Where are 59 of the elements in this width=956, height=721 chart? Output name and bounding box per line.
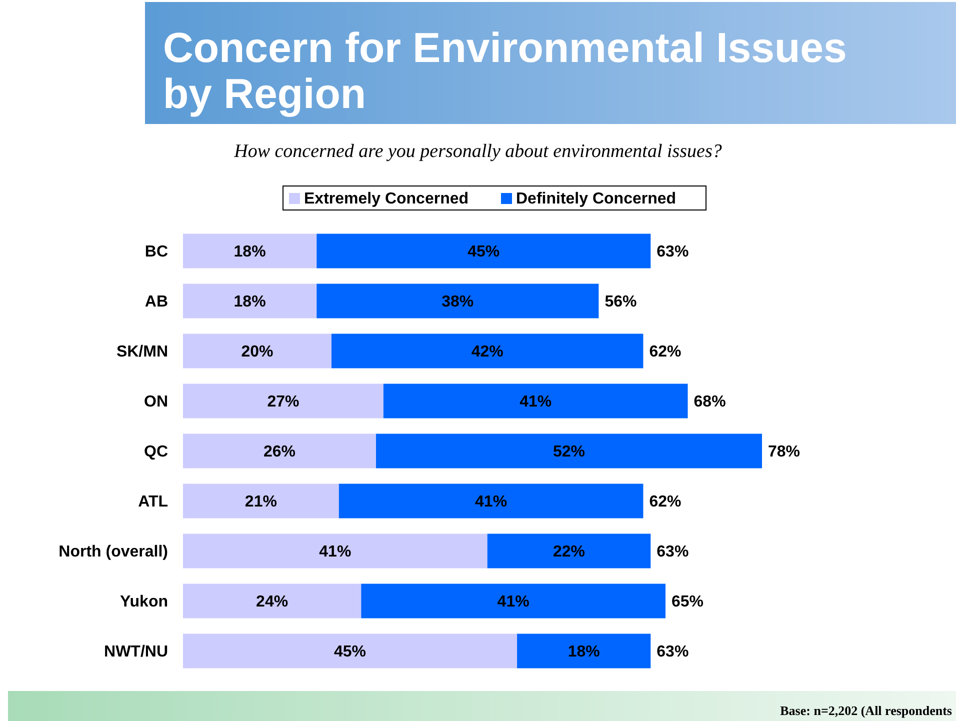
- y-tick-label: SK/MN: [116, 344, 168, 361]
- total-label: 65%: [672, 594, 704, 611]
- chart-subtitle: How concerned are you personally about environmental issues?: [233, 141, 722, 162]
- bar: [183, 484, 339, 518]
- data-label: 27%: [267, 394, 300, 411]
- legend-label: Definitely Concerned: [516, 190, 676, 208]
- data-label: 45%: [468, 244, 500, 261]
- bar: [183, 234, 317, 268]
- data-label: 41%: [520, 394, 552, 411]
- data-label: 18%: [568, 644, 600, 661]
- bar: [517, 634, 651, 668]
- y-tick-label: AB: [144, 294, 168, 311]
- y-tick-label: Yukon: [120, 594, 168, 611]
- total-label: 68%: [694, 394, 726, 411]
- total-label: 62%: [649, 494, 682, 511]
- data-label: 21%: [244, 494, 277, 511]
- data-label: 41%: [475, 494, 508, 511]
- total-label: 63%: [656, 644, 689, 661]
- total-label: 62%: [649, 344, 682, 361]
- data-label: 41%: [319, 544, 352, 561]
- bar: [183, 284, 317, 318]
- data-label: 45%: [334, 644, 366, 661]
- data-label: 24%: [256, 594, 288, 611]
- total-label: 63%: [656, 244, 689, 261]
- total-label: 78%: [768, 444, 800, 461]
- bar: [338, 484, 644, 518]
- y-tick-label: NWT/NU: [104, 644, 168, 661]
- data-label: 41%: [497, 594, 530, 611]
- data-label: 18%: [234, 244, 266, 261]
- data-label: 18%: [234, 294, 266, 311]
- total-label: 56%: [604, 294, 637, 311]
- y-tick-label: ATL: [138, 494, 168, 511]
- data-label: 20%: [241, 344, 274, 361]
- bar: [183, 334, 332, 368]
- bar: [376, 434, 762, 468]
- bar: [487, 534, 651, 568]
- bar: [183, 434, 376, 468]
- bar: [331, 334, 644, 368]
- y-tick-label: ON: [144, 394, 168, 411]
- bar: [183, 584, 362, 618]
- bar: [316, 234, 651, 268]
- y-tick-label: North (overall): [58, 544, 168, 561]
- bar: [361, 584, 666, 618]
- y-tick-label: QC: [144, 444, 168, 461]
- total-label: 63%: [656, 544, 689, 561]
- legend-label: Extremely Concerned: [304, 190, 469, 208]
- y-tick-label: BC: [144, 244, 168, 261]
- data-label: 22%: [552, 544, 586, 561]
- text: Base: n=2,202 (All respondents: [780, 703, 952, 718]
- data-label: 38%: [442, 294, 474, 311]
- data-label: 42%: [471, 344, 504, 361]
- data-label: 52%: [552, 444, 586, 461]
- bar: [183, 534, 488, 568]
- bar: [383, 384, 688, 418]
- bar: [183, 634, 518, 668]
- bar: [316, 284, 599, 318]
- chart-title: Concern for Environmental Issues by Region: [163, 24, 847, 117]
- data-label: 26%: [263, 444, 296, 461]
- bar: [183, 384, 384, 418]
